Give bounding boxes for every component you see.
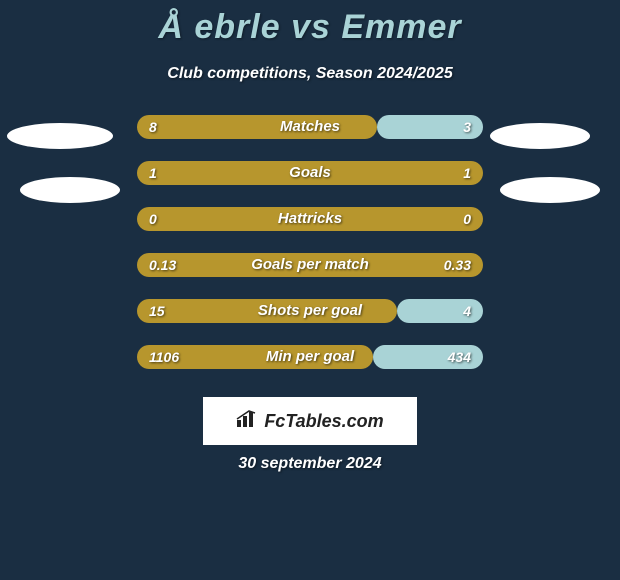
bar-right bbox=[377, 115, 483, 139]
stat-row: Hattricks00 bbox=[137, 207, 483, 231]
bar-chart-icon bbox=[236, 410, 258, 433]
avatar-placeholder bbox=[7, 123, 113, 149]
subtitle: Club competitions, Season 2024/2025 bbox=[0, 65, 620, 83]
stat-row: Shots per goal154 bbox=[137, 299, 483, 323]
avatar-placeholder bbox=[490, 123, 590, 149]
stat-row: Goals11 bbox=[137, 161, 483, 185]
bar-left bbox=[137, 299, 397, 323]
bar-right bbox=[373, 345, 483, 369]
bar-left bbox=[137, 161, 483, 185]
page-title: Å ebrle vs Emmer bbox=[0, 0, 620, 47]
bar-left bbox=[137, 115, 377, 139]
bar-left bbox=[137, 207, 483, 231]
stats-chart: Matches83 Goals11 Hattricks00 Goals per mat… bbox=[137, 115, 483, 391]
date-label: 30 september 2024 bbox=[0, 455, 620, 473]
stat-row: Goals per match0.130.33 bbox=[137, 253, 483, 277]
logo-text: FcTables.com bbox=[264, 411, 383, 432]
logo: FcTables.com bbox=[236, 410, 383, 433]
stat-row: Min per goal1106434 bbox=[137, 345, 483, 369]
avatar-placeholder bbox=[500, 177, 600, 203]
bar-left bbox=[137, 253, 483, 277]
bar-right bbox=[397, 299, 483, 323]
avatar-placeholder bbox=[20, 177, 120, 203]
stat-row: Matches83 bbox=[137, 115, 483, 139]
logo-box: FcTables.com bbox=[203, 397, 417, 445]
bar-left bbox=[137, 345, 373, 369]
